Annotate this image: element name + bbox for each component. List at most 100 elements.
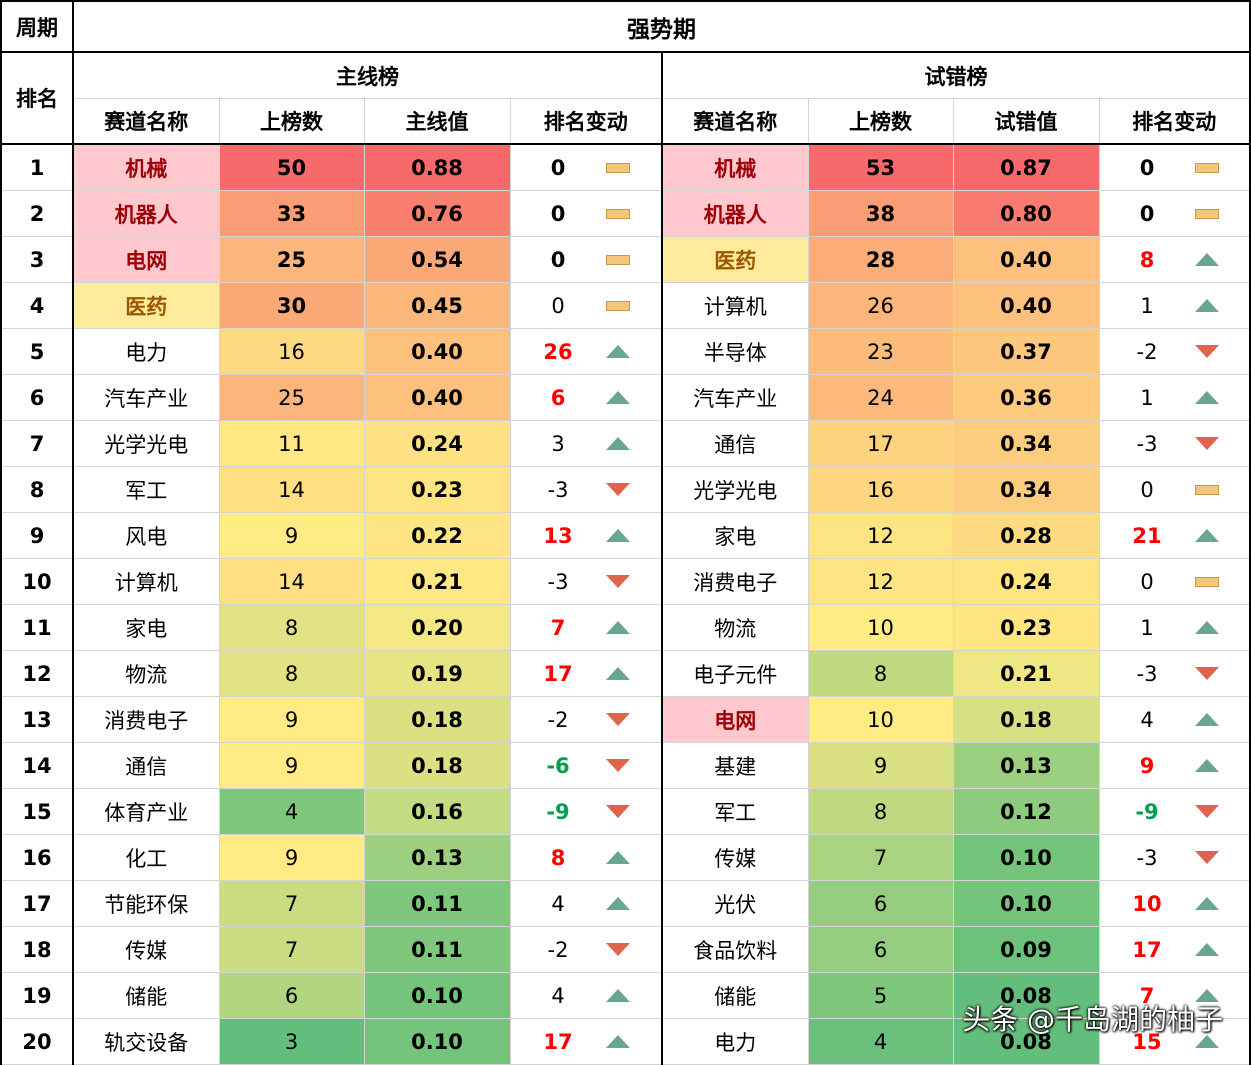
arrow-down-icon — [605, 575, 630, 588]
arrow-up-icon — [1194, 759, 1219, 772]
arrow-down-icon — [605, 759, 630, 772]
trial-score: 0.10 — [952, 880, 1099, 927]
flat-dash-icon — [1194, 162, 1219, 173]
trial-count: 12 — [807, 512, 953, 559]
trial-track-name: 电力 — [662, 1018, 808, 1065]
trial-rank-change: 21 — [1098, 512, 1251, 559]
table-row: 6 汽车产业 25 0.40 6 汽车产业 24 0.36 1 — [0, 374, 1251, 421]
trial-rank-change-value: 8 — [1139, 247, 1155, 272]
main-rank-change: 7 — [509, 604, 663, 651]
arrow-up-icon — [605, 1035, 630, 1048]
rank-number: 4 — [0, 282, 74, 329]
trial-track-name: 电子元件 — [662, 650, 808, 697]
arrow-down-icon — [605, 943, 630, 956]
trial-rank-change-value: 0 — [1140, 477, 1154, 502]
rank-label: 排名 — [0, 52, 74, 145]
main-rank-change: 8 — [509, 834, 663, 881]
trial-count: 53 — [807, 144, 953, 191]
arrow-up-icon — [1194, 897, 1219, 910]
arrow-up-icon — [605, 529, 630, 542]
flat-dash-icon — [1194, 208, 1219, 219]
trial-rank-change: -3 — [1098, 650, 1251, 697]
main-rank-change-value: 4 — [551, 983, 565, 1008]
trial-rank-change: 0 — [1098, 558, 1251, 605]
main-rank-change-value: 3 — [551, 431, 565, 456]
main-score: 0.19 — [363, 650, 510, 697]
main-board-title: 主线榜 — [73, 52, 663, 99]
trial-track-name: 汽车产业 — [662, 374, 808, 421]
trial-count: 6 — [807, 880, 953, 927]
arrow-up-icon — [605, 437, 630, 450]
trial-count: 8 — [807, 788, 953, 835]
main-rank-change: 4 — [509, 972, 663, 1019]
trial-score: 0.40 — [952, 236, 1099, 283]
main-track-name: 体育产业 — [73, 788, 219, 835]
trial-count: 24 — [807, 374, 953, 421]
main-count: 14 — [218, 466, 364, 513]
main-score: 0.18 — [363, 742, 510, 789]
trial-count: 6 — [807, 926, 953, 973]
main-score: 0.11 — [363, 880, 510, 927]
main-score: 0.40 — [363, 328, 510, 375]
watermark: 头条 @千岛湖的柚子 — [962, 1003, 1223, 1036]
main-rank-change-value: -3 — [547, 569, 569, 594]
trial-rank-change: -3 — [1098, 420, 1251, 467]
main-score: 0.16 — [363, 788, 510, 835]
trial-track-name: 军工 — [662, 788, 808, 835]
trial-rank-change-value: 1 — [1140, 293, 1154, 318]
trial-count: 17 — [807, 420, 953, 467]
arrow-down-icon — [1194, 345, 1219, 358]
trial-count: 16 — [807, 466, 953, 513]
main-rank-change: 0 — [509, 236, 663, 283]
main-count: 11 — [218, 420, 364, 467]
main-track-name: 医药 — [73, 282, 219, 329]
main-count: 14 — [218, 558, 364, 605]
trial-col-name: 赛道名称 — [662, 98, 808, 145]
trial-rank-change: 1 — [1098, 374, 1251, 421]
arrow-up-icon — [1194, 713, 1219, 726]
main-score: 0.20 — [363, 604, 510, 651]
main-track-name: 通信 — [73, 742, 219, 789]
rank-number: 14 — [0, 742, 74, 789]
arrow-up-icon — [605, 851, 630, 864]
trial-rank-change-value: -3 — [1136, 845, 1158, 870]
rank-number: 18 — [0, 926, 74, 973]
main-score: 0.54 — [363, 236, 510, 283]
main-rank-change: 13 — [509, 512, 663, 559]
main-track-name: 机械 — [73, 144, 219, 191]
trial-track-name: 医药 — [662, 236, 808, 283]
main-count: 7 — [218, 880, 364, 927]
rank-number: 20 — [0, 1018, 74, 1065]
trial-rank-change-value: 4 — [1140, 707, 1154, 732]
main-rank-change-value: 4 — [551, 891, 565, 916]
arrow-up-icon — [605, 989, 630, 1002]
trial-track-name: 传媒 — [662, 834, 808, 881]
trial-rank-change: 0 — [1098, 190, 1251, 237]
table-row: 14 通信 9 0.18 -6 基建 9 0.13 9 — [0, 742, 1251, 789]
main-count: 33 — [218, 190, 364, 237]
ranking-rows: 1 机械 50 0.88 0 机械 53 0.87 0 2 机器人 33 0.76 0 机器人 38 0.80 0… — [0, 144, 1251, 1065]
trial-rank-change-value: 1 — [1140, 615, 1154, 640]
rank-number: 13 — [0, 696, 74, 743]
trial-score: 0.08 — [952, 972, 1099, 1019]
trial-score: 0.18 — [952, 696, 1099, 743]
trial-rank-change-value: 0 — [1139, 155, 1155, 180]
trial-rank-change-value: -3 — [1136, 661, 1158, 686]
trial-count: 5 — [807, 972, 953, 1019]
trial-track-name: 半导体 — [662, 328, 808, 375]
trial-track-name: 食品饮料 — [662, 926, 808, 973]
trial-rank-change-value: 9 — [1139, 753, 1155, 778]
main-rank-change-value: -3 — [547, 477, 569, 502]
trial-rank-change: 0 — [1098, 144, 1251, 191]
main-rank-change-value: 0 — [550, 247, 566, 272]
trial-count: 23 — [807, 328, 953, 375]
trial-score: 0.87 — [952, 144, 1099, 191]
main-track-name: 轨交设备 — [73, 1018, 219, 1065]
trial-track-name: 储能 — [662, 972, 808, 1019]
main-track-name: 化工 — [73, 834, 219, 881]
rank-number: 11 — [0, 604, 74, 651]
trial-score: 0.21 — [952, 650, 1099, 697]
trial-track-name: 光伏 — [662, 880, 808, 927]
trial-score: 0.80 — [952, 190, 1099, 237]
